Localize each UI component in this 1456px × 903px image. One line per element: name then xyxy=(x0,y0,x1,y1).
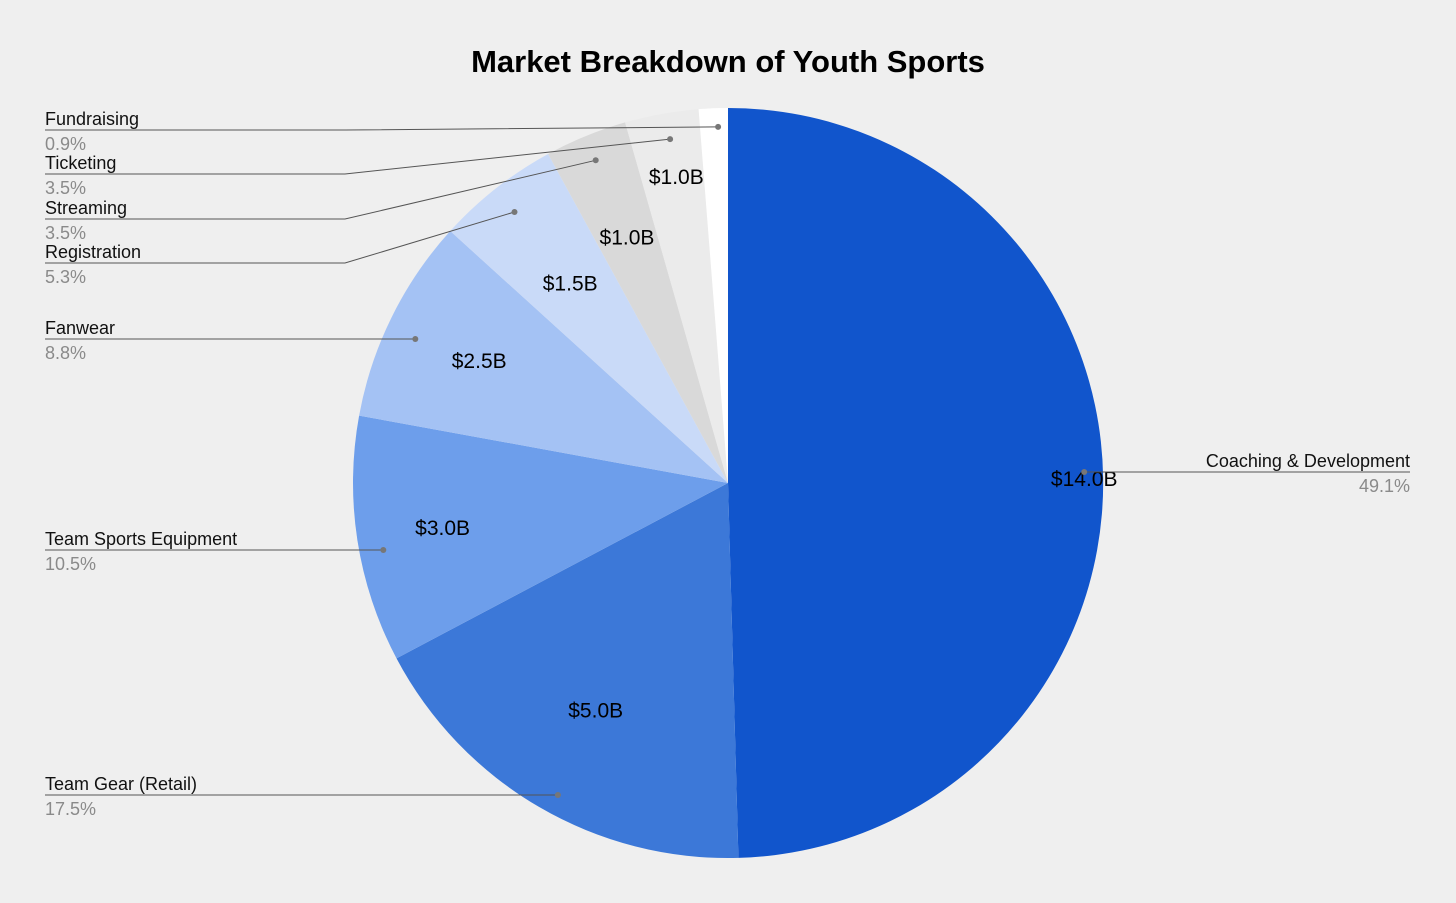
pie-slices xyxy=(353,107,1104,859)
legend-percent-coaching-development: 49.1% xyxy=(1359,476,1410,496)
leader-line-ticketing xyxy=(45,138,671,175)
value-label-fanwear: $2.5B xyxy=(452,350,507,373)
legend-percent-team-sports-equipment: 10.5% xyxy=(45,554,96,574)
pie-gap-wedge xyxy=(698,108,728,483)
chart-title: Market Breakdown of Youth Sports xyxy=(471,44,985,79)
leader-lines xyxy=(45,123,1410,798)
value-label-team-gear-retail: $5.0B xyxy=(568,700,623,723)
legend-name-team-gear-retail: Team Gear (Retail) xyxy=(45,774,197,794)
pie-slice-fanwear xyxy=(359,231,728,483)
value-label-registration: $1.5B xyxy=(543,273,598,296)
legend-name-fanwear: Fanwear xyxy=(45,318,115,338)
legend-percent-streaming: 3.5% xyxy=(45,223,86,243)
pie-slice-team-sports-equipment xyxy=(353,415,728,659)
legend-name-fundraising: Fundraising xyxy=(45,109,139,129)
pie-slice-ticketing xyxy=(625,108,728,483)
slice-legend-labels: Coaching & Development 49.1% Team Gear (Re… xyxy=(45,109,1410,819)
legend-percent-fanwear: 8.8% xyxy=(45,343,86,363)
legend-name-ticketing: Ticketing xyxy=(45,153,116,173)
leader-dot-fanwear xyxy=(412,336,419,342)
pie-slice-streaming xyxy=(548,122,728,484)
pie-white-gap xyxy=(698,108,728,483)
legend-name-streaming: Streaming xyxy=(45,198,127,218)
leader-line-fundraising xyxy=(45,126,719,131)
value-label-coaching-development: $14.0B xyxy=(1051,468,1118,491)
leader-line-streaming xyxy=(45,159,596,220)
pie-slice-registration xyxy=(450,153,728,484)
pie-slice-coaching-development xyxy=(728,107,1104,858)
legend-percent-fundraising: 0.9% xyxy=(45,134,86,154)
pie-slice-team-gear-retail xyxy=(396,483,739,859)
leader-dot-team-gear-retail xyxy=(554,792,561,798)
leader-dot-fundraising xyxy=(715,123,722,130)
leader-dot-team-sports-equipment xyxy=(380,547,387,553)
value-label-ticketing: $1.0B xyxy=(649,166,704,189)
legend-percent-registration: 5.3% xyxy=(45,267,86,287)
leader-line-registration xyxy=(45,211,515,264)
leader-dot-streaming xyxy=(592,157,599,164)
value-labels: $14.0B$5.0B$3.0B$2.5B$1.5B$1.0B$1.0B xyxy=(415,166,1117,723)
legend-percent-team-gear-retail: 17.5% xyxy=(45,799,96,819)
leader-dot-ticketing xyxy=(667,136,674,143)
legend-percent-ticketing: 3.5% xyxy=(45,178,86,198)
leader-dot-registration xyxy=(511,209,518,215)
leader-dot-coaching-development xyxy=(1081,469,1088,475)
value-label-streaming: $1.0B xyxy=(600,227,655,250)
legend-name-registration: Registration xyxy=(45,242,141,262)
legend-name-coaching-development: Coaching & Development xyxy=(1206,451,1410,471)
legend-name-team-sports-equipment: Team Sports Equipment xyxy=(45,529,237,549)
value-label-team-sports-equipment: $3.0B xyxy=(415,517,470,540)
